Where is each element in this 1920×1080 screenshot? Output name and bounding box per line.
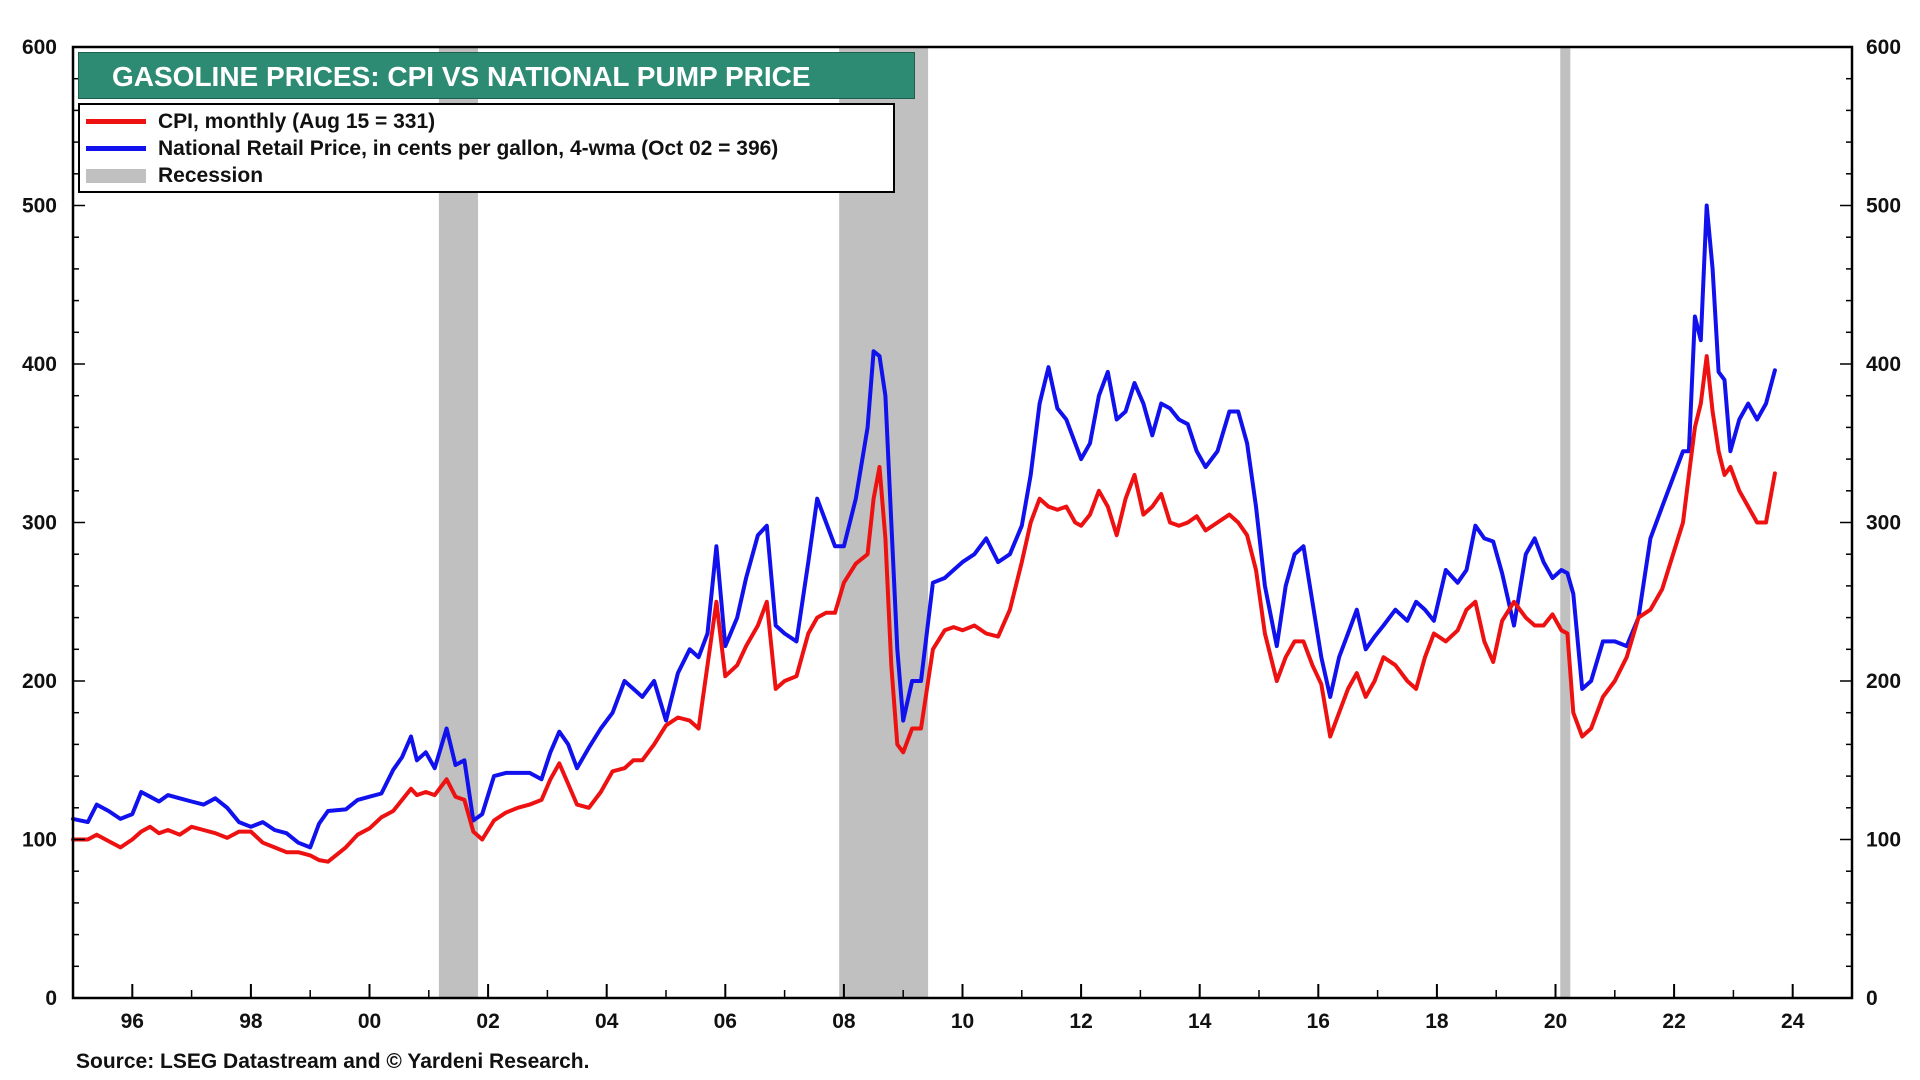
x-tick-label: 96 [121, 1010, 144, 1033]
y-right-tick-label: 0 [1866, 987, 1878, 1010]
legend-label-cpi: CPI, monthly (Aug 15 = 331) [158, 109, 436, 133]
x-tick-label: 16 [1307, 1010, 1330, 1033]
retail-price-line [71, 203, 1777, 850]
x-tick-label: 24 [1781, 1010, 1805, 1033]
legend-item-cpi: CPI, monthly (Aug 15 = 331) [86, 108, 893, 135]
series-lines [71, 203, 1777, 864]
axis-labels: 96 98 00 02 04 06 08 10 12 14 16 18 20 22 24 0 100 200 300… [22, 36, 1901, 1033]
x-tick-label: 98 [239, 1010, 263, 1033]
x-tick-label: 20 [1544, 1010, 1567, 1033]
x-tick-label: 12 [1069, 1010, 1092, 1033]
x-tick-label: 10 [951, 1010, 974, 1033]
y-left-tick-label: 400 [22, 353, 57, 376]
y-right-tick-label: 100 [1866, 829, 1901, 852]
y-right-tick-label: 300 [1866, 512, 1901, 535]
legend-item-recession: Recession [86, 162, 893, 189]
x-tick-label: 08 [832, 1010, 856, 1033]
y-right-tick-label: 600 [1866, 36, 1901, 59]
y-left-tick-label: 500 [22, 195, 57, 218]
cpi-line [71, 354, 1777, 864]
x-tick-label: 06 [714, 1010, 737, 1033]
y-right-tick-label: 500 [1866, 195, 1901, 218]
legend: CPI, monthly (Aug 15 = 331) National Ret… [78, 103, 895, 193]
legend-label-retail-price: National Retail Price, in cents per gall… [158, 136, 779, 160]
legend-swatch-recession [86, 168, 146, 183]
axis-ticks [72, 46, 1852, 999]
y-left-tick-label: 600 [22, 36, 57, 59]
x-tick-label: 14 [1188, 1010, 1212, 1033]
x-tick-label: 04 [595, 1010, 619, 1033]
legend-swatch-cpi [86, 119, 146, 124]
recession-band-2 [1560, 47, 1571, 998]
recession-band-0 [438, 47, 479, 998]
legend-swatch-retail-price [86, 146, 146, 151]
y-left-tick-label: 100 [22, 829, 57, 852]
x-tick-label: 02 [476, 1010, 499, 1033]
chart-title: GASOLINE PRICES: CPI VS NATIONAL PUMP PR… [78, 52, 915, 99]
y-right-tick-label: 400 [1866, 353, 1901, 376]
x-tick-label: 18 [1425, 1010, 1449, 1033]
y-right-tick-label: 200 [1866, 670, 1901, 693]
y-left-tick-label: 0 [45, 987, 57, 1010]
y-left-tick-label: 200 [22, 670, 57, 693]
y-left-tick-label: 300 [22, 512, 57, 535]
legend-item-retail-price: National Retail Price, in cents per gall… [86, 135, 893, 162]
x-tick-label: 00 [358, 1010, 381, 1033]
x-tick-label: 22 [1662, 1010, 1685, 1033]
source-note: Source: LSEG Datastream and © Yardeni Re… [76, 1050, 590, 1073]
legend-label-recession: Recession [158, 163, 264, 187]
